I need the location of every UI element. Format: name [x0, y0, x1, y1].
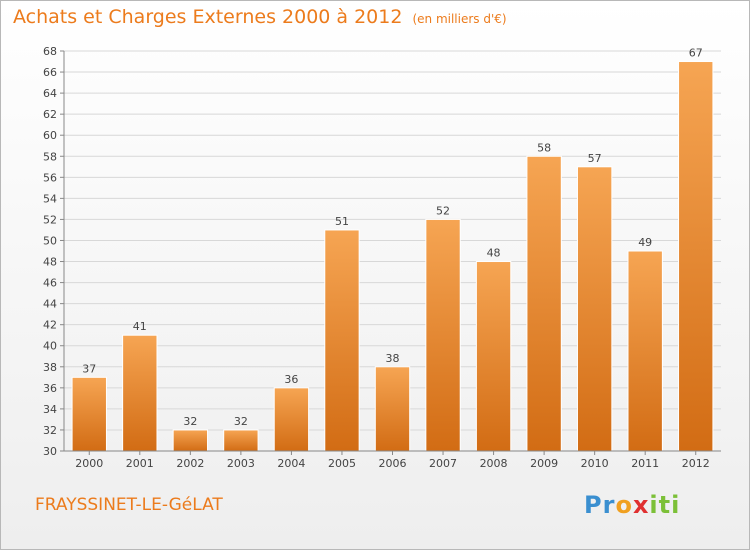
x-tick-label: 2003 — [227, 457, 255, 470]
data-label: 38 — [386, 352, 400, 365]
y-tick-label: 48 — [43, 256, 57, 269]
x-tick-label: 2008 — [480, 457, 508, 470]
y-tick-label: 34 — [43, 403, 57, 416]
logo-letter: i — [671, 491, 681, 519]
data-label: 32 — [234, 415, 248, 428]
y-tick-label: 32 — [43, 424, 57, 437]
y-tick-label: 66 — [43, 66, 57, 79]
proxiti-logo: Proxiti — [584, 491, 680, 519]
y-tick-label: 58 — [43, 150, 57, 163]
y-tick-label: 60 — [43, 129, 57, 142]
x-tick-label: 2011 — [631, 457, 659, 470]
data-label: 49 — [638, 236, 652, 249]
data-label: 36 — [284, 373, 298, 386]
y-tick-label: 46 — [43, 277, 57, 290]
y-tick-label: 54 — [43, 192, 57, 205]
data-label: 41 — [133, 320, 147, 333]
logo-letter: P — [584, 491, 603, 519]
bar — [678, 61, 714, 452]
y-tick-label: 38 — [43, 361, 57, 374]
x-tick-label: 2004 — [277, 457, 305, 470]
chart-title: Achats et Charges Externes 2000 à 2012 (e… — [13, 6, 507, 28]
y-tick-label: 52 — [43, 213, 57, 226]
logo-letter: t — [658, 491, 672, 519]
title-text: Achats et Charges Externes 2000 à 2012 — [13, 6, 403, 28]
bar — [223, 429, 259, 452]
bar — [627, 250, 663, 452]
data-labels: 37 41 32 32 36 51 38 52 48 58 57 49 67 — [82, 47, 702, 428]
bar — [526, 155, 562, 452]
logo-letter: o — [615, 491, 633, 519]
y-tick-label: 68 — [43, 45, 57, 58]
x-tick-label: 2006 — [379, 457, 407, 470]
title-unit: (en milliers d'€) — [412, 12, 507, 26]
y-axis-ticks: 30 32 34 36 38 40 42 44 46 48 50 52 54 56 58 60 62 64 66 68 — [43, 45, 64, 458]
data-label: 57 — [588, 152, 602, 165]
data-label: 51 — [335, 215, 349, 228]
data-label: 32 — [183, 415, 197, 428]
commune-name: FRAYSSINET-LE-GéLAT — [35, 495, 223, 515]
bar — [172, 429, 209, 452]
x-tick-label: 2010 — [581, 457, 609, 470]
bar-chart: 30 32 34 36 38 40 42 44 46 48 50 52 54 56 58 60 62 64 66 68… — [43, 45, 721, 470]
data-label: 52 — [436, 204, 450, 217]
bar — [273, 387, 310, 452]
x-tick-label: 2009 — [530, 457, 558, 470]
logo-letter: i — [649, 491, 659, 519]
x-tick-label: 2001 — [126, 457, 154, 470]
data-label: 67 — [689, 47, 703, 60]
x-tick-label: 2005 — [328, 457, 356, 470]
data-label: 37 — [82, 362, 96, 375]
y-tick-label: 64 — [43, 87, 57, 100]
y-tick-label: 62 — [43, 108, 57, 121]
bar — [324, 229, 360, 452]
y-tick-label: 44 — [43, 298, 57, 311]
bars — [71, 61, 714, 452]
y-tick-label: 30 — [43, 445, 57, 458]
y-tick-label: 36 — [43, 382, 57, 395]
x-tick-label: 2000 — [75, 457, 103, 470]
x-tick-label: 2012 — [682, 457, 710, 470]
x-axis-ticks: 2000 2001 2002 2003 2004 2005 2006 2007 2008 2009… — [75, 451, 710, 470]
bar — [374, 366, 411, 452]
y-tick-label: 40 — [43, 340, 57, 353]
y-tick-label: 56 — [43, 171, 57, 184]
bar — [576, 166, 613, 452]
bar — [122, 334, 158, 452]
bar — [475, 261, 512, 452]
y-tick-label: 50 — [43, 234, 57, 247]
bar — [71, 376, 107, 452]
logo-letter: r — [602, 491, 616, 519]
x-tick-label: 2002 — [176, 457, 204, 470]
y-tick-label: 42 — [43, 319, 57, 332]
bar — [425, 218, 461, 452]
x-tick-label: 2007 — [429, 457, 457, 470]
data-label: 58 — [537, 141, 551, 154]
data-label: 48 — [487, 247, 501, 260]
logo-letter: x — [632, 491, 650, 519]
